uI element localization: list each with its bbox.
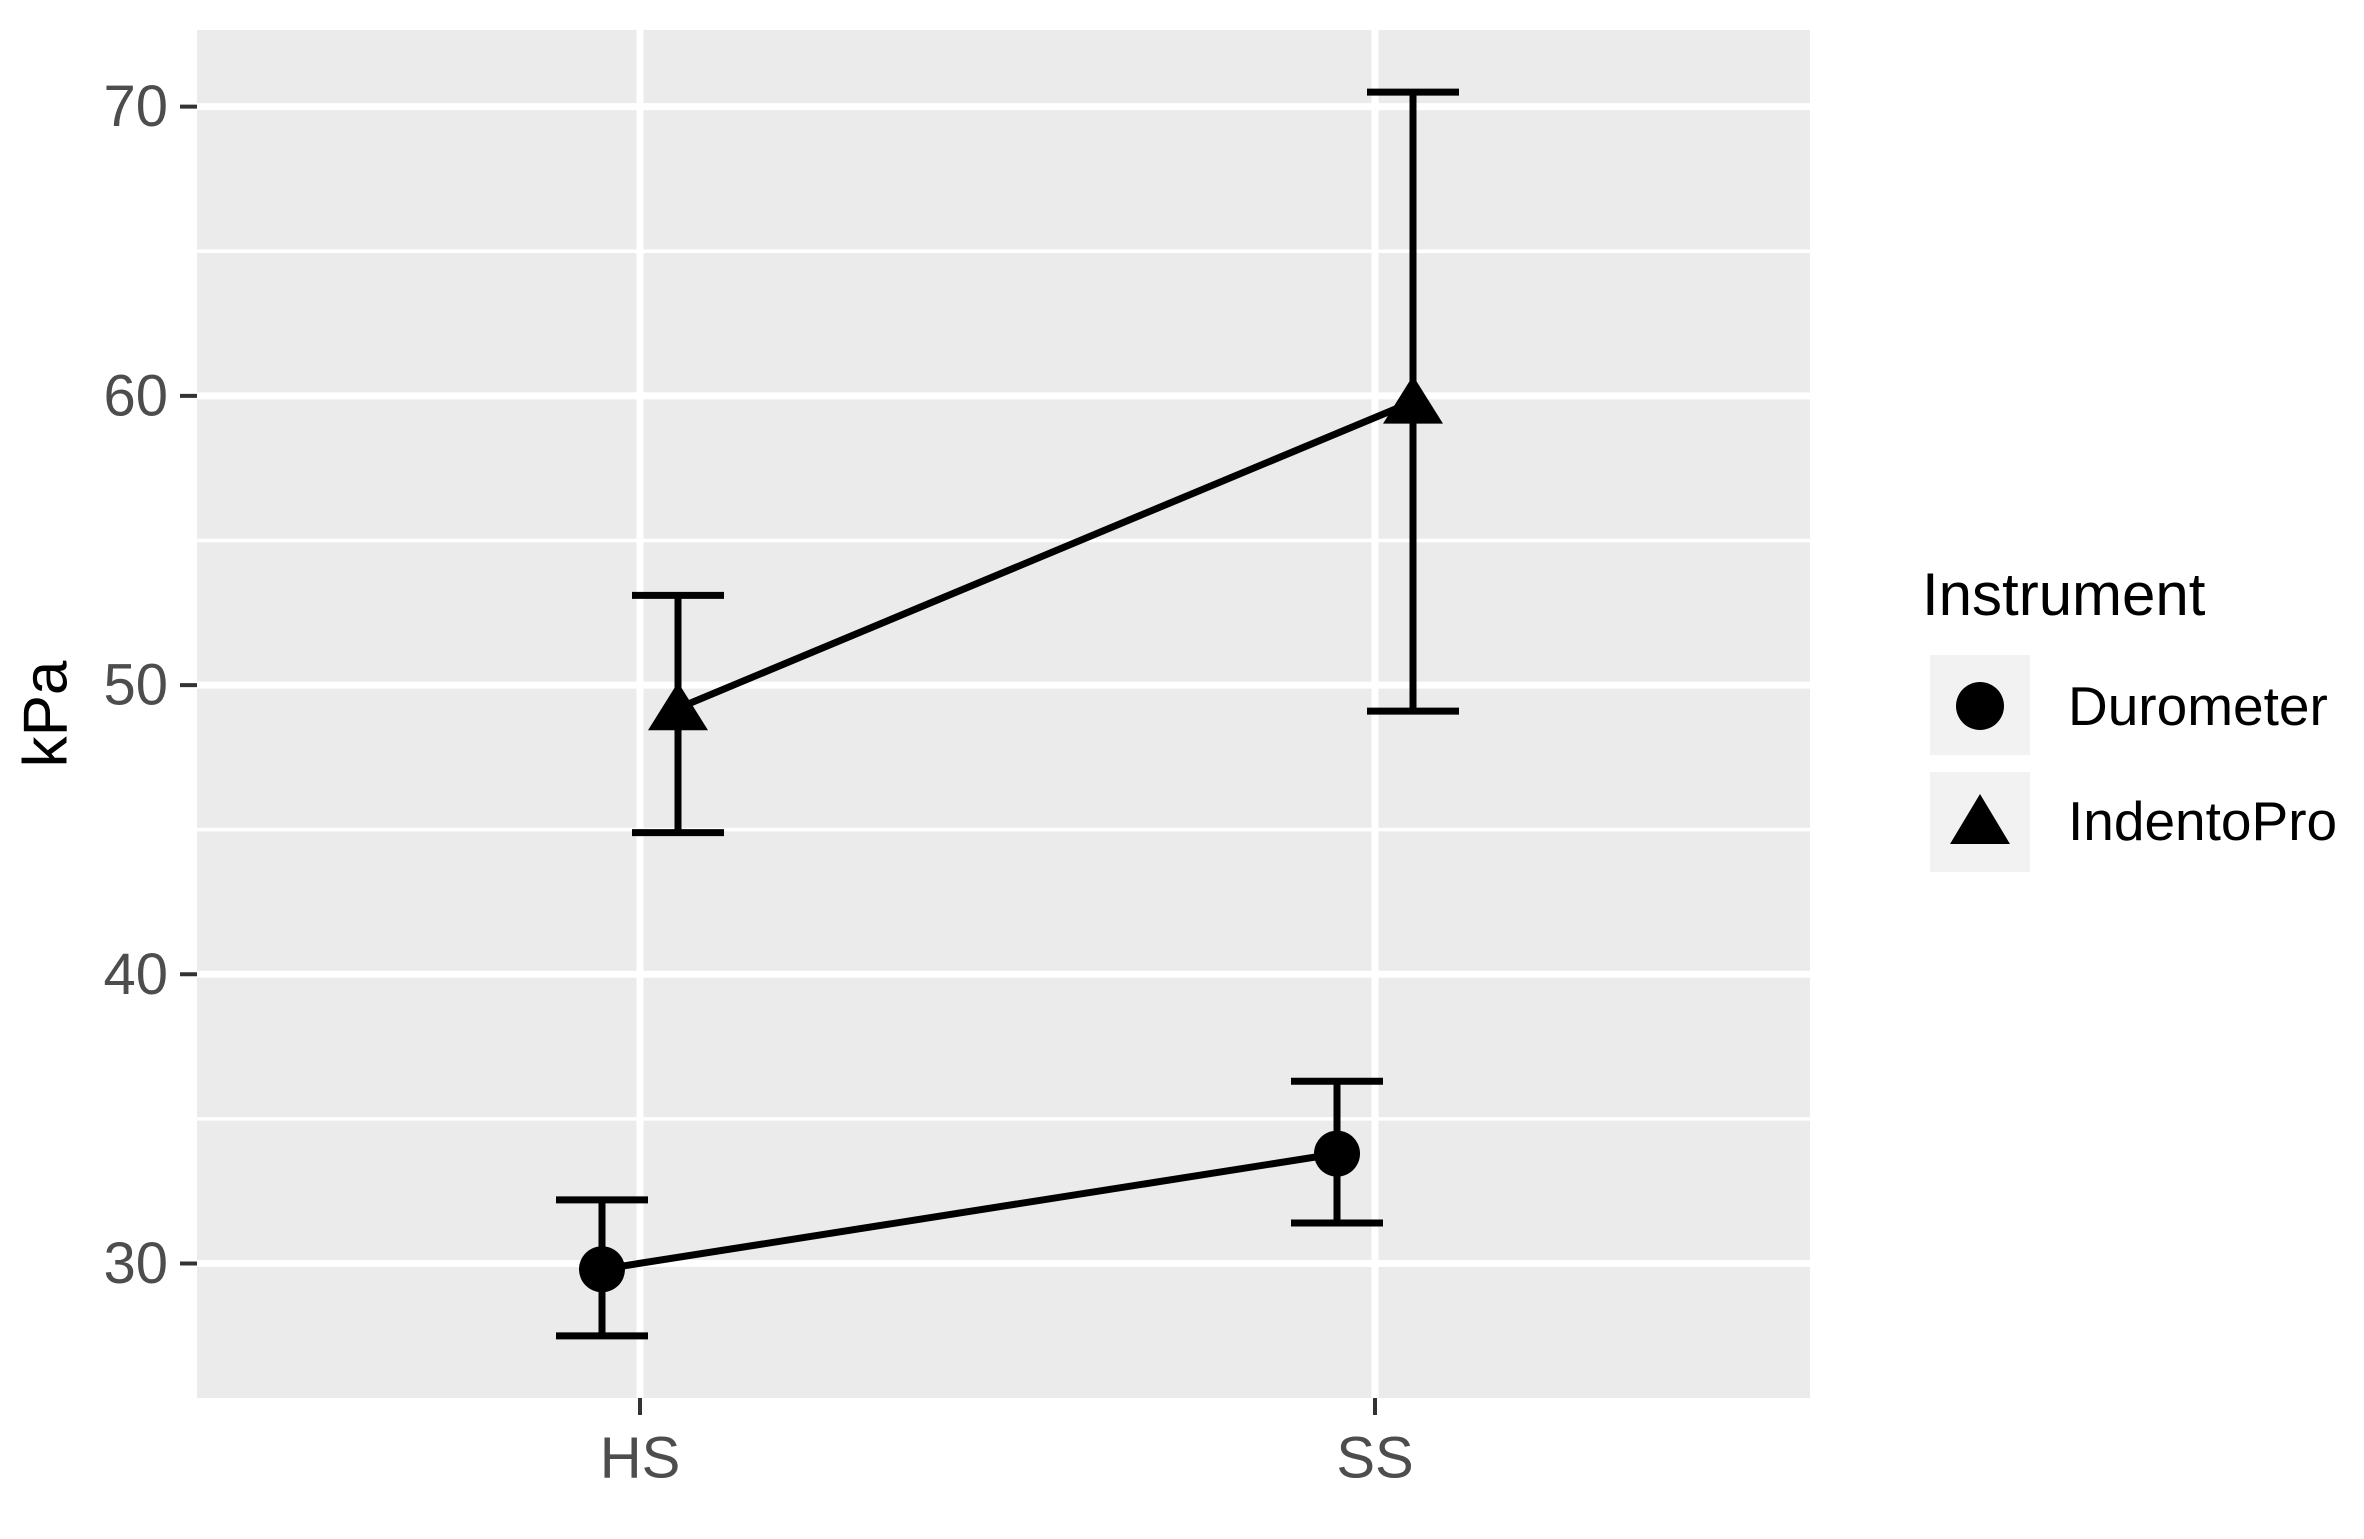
x-tick-label: HS <box>600 1426 681 1491</box>
legend-title: Instrument <box>1922 561 2206 628</box>
legend-item-label: Durometer <box>2068 675 2328 737</box>
axis-tick-labels: 30 40 50 60 70 HS SS <box>103 74 1413 1490</box>
y-axis-title: kPa <box>12 660 81 767</box>
y-tick-label: 40 <box>103 942 168 1007</box>
y-tick-label: 70 <box>103 74 168 139</box>
data-point-indentopro-hs <box>648 682 708 731</box>
y-tick-label: 30 <box>103 1231 168 1296</box>
plot-panel <box>197 30 1810 1398</box>
data-point-durometer-hs <box>579 1246 625 1293</box>
data-point-indentopro-ss <box>1383 375 1443 424</box>
gridlines-minor <box>197 249 1810 1121</box>
axis-tick-marks <box>180 104 1377 1415</box>
data-series-layer <box>556 88 1459 1340</box>
x-tick-label: SS <box>1336 1426 1413 1491</box>
y-tick-label: 50 <box>103 653 168 718</box>
series-line-durometer <box>601 1150 1338 1273</box>
circle-marker-icon <box>1956 682 2004 730</box>
legend: Instrument Durometer IndentoPro <box>1922 561 2337 872</box>
legend-item-label: IndentoPro <box>2068 790 2337 852</box>
series-line-indentopro <box>676 398 1415 712</box>
y-tick-label: 60 <box>103 363 168 428</box>
gridlines-major <box>197 30 1810 1398</box>
legend-item-indentopro: IndentoPro <box>1930 772 2337 872</box>
legend-item-durometer: Durometer <box>1930 655 2328 755</box>
data-point-durometer-ss <box>1314 1130 1360 1177</box>
triangle-marker-icon <box>1950 794 2010 844</box>
